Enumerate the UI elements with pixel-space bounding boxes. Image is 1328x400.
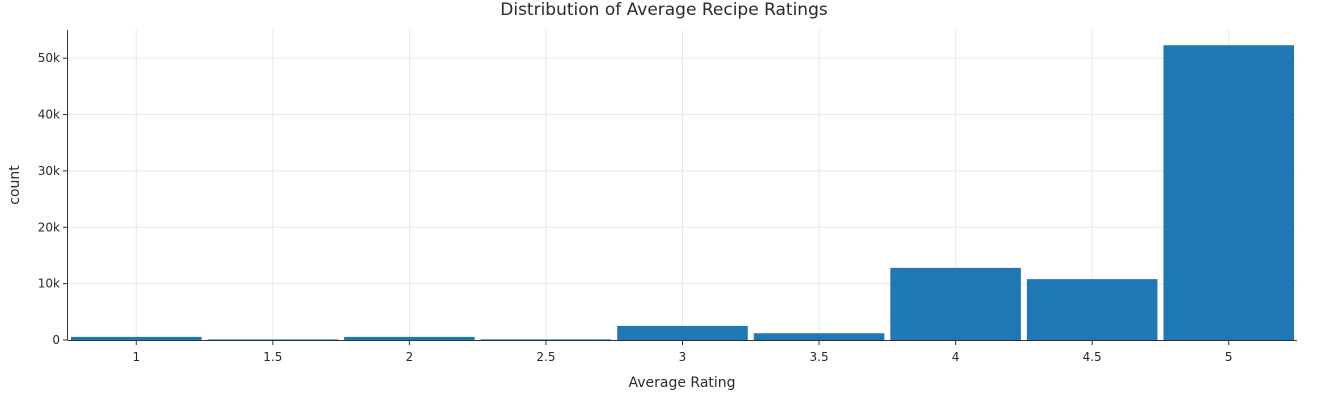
x-tick-label: 2.5 bbox=[536, 350, 555, 364]
bar-rating-2 bbox=[344, 336, 475, 340]
x-tick-label: 5 bbox=[1225, 350, 1233, 364]
bar-rating-2.5 bbox=[480, 339, 612, 340]
bar-rating-3.5 bbox=[753, 333, 885, 340]
y-axis-title: count bbox=[7, 165, 23, 205]
x-axis-title: Average Rating bbox=[628, 375, 735, 391]
y-tick-label: 10k bbox=[38, 277, 60, 291]
x-tick-label: 3 bbox=[679, 350, 687, 364]
y-tick-label: 50k bbox=[38, 51, 60, 65]
x-tick-label: 1.5 bbox=[263, 350, 282, 364]
bar-rating-3 bbox=[617, 325, 748, 340]
x-tick-label: 2 bbox=[406, 350, 414, 364]
y-tick-label: 40k bbox=[38, 108, 60, 122]
y-tick-label: 30k bbox=[38, 164, 60, 178]
bar-rating-5 bbox=[1163, 45, 1294, 341]
y-tick-label: 20k bbox=[38, 220, 60, 234]
chart-bars bbox=[71, 45, 1294, 341]
x-axis-ticks: 1 1.5 2 2.5 3 3.5 4 4.5 5 bbox=[132, 340, 1233, 364]
x-tick-label: 4 bbox=[952, 350, 960, 364]
bar-rating-4 bbox=[890, 267, 1021, 340]
x-tick-label: 3.5 bbox=[810, 350, 829, 364]
bar-rating-1 bbox=[71, 336, 202, 340]
y-tick-label: 0 bbox=[52, 333, 60, 347]
x-tick-label: 4.5 bbox=[1083, 350, 1102, 364]
chart-title: Distribution of Average Recipe Ratings bbox=[500, 0, 828, 20]
x-tick-label: 1 bbox=[132, 350, 140, 364]
y-axis-ticks: 0 10k 20k 30k 40k 50k bbox=[38, 51, 68, 347]
bar-rating-4.5 bbox=[1026, 279, 1158, 340]
bar-rating-1.5 bbox=[207, 339, 339, 340]
